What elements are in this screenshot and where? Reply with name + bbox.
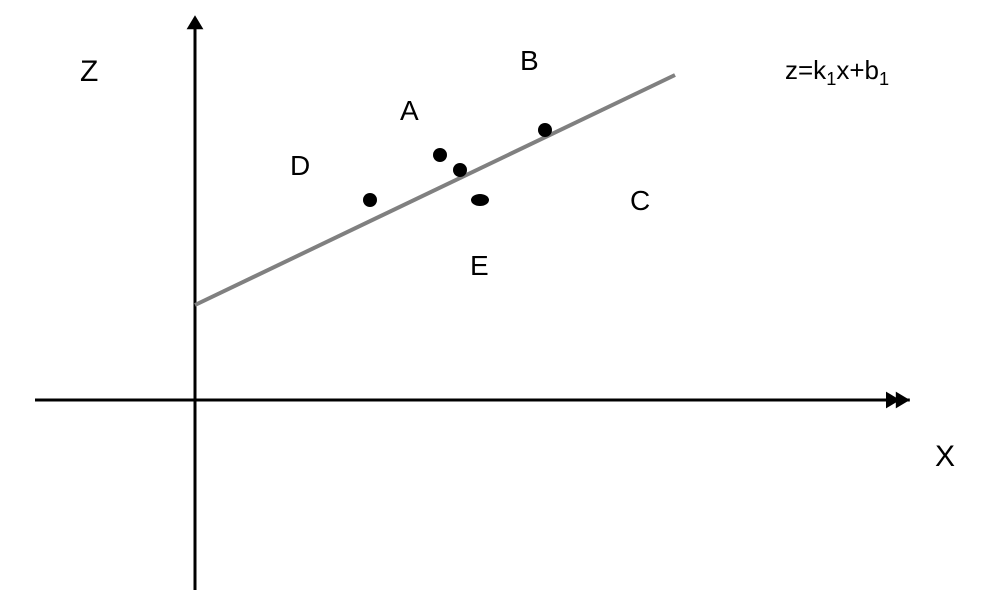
point-label-a: A	[400, 95, 419, 127]
point-label-e: E	[470, 250, 489, 282]
point-label-d: D	[290, 150, 310, 182]
plot-canvas: X Zz=k1x+b1 A B C D E	[0, 0, 1000, 599]
y-axis-label: Z	[80, 55, 98, 89]
x-axis-label: X	[935, 440, 955, 474]
point-label-c: C	[630, 185, 650, 217]
point-label-b: B	[520, 45, 539, 77]
equation-label: z=k1x+b1	[785, 55, 889, 90]
